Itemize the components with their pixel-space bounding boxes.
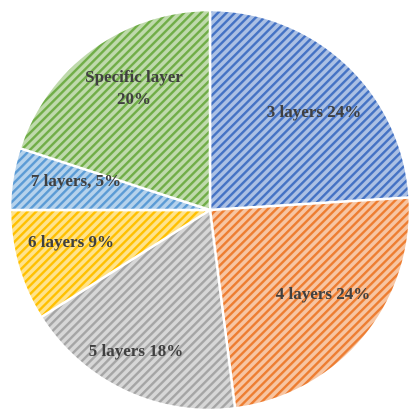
- slice-label-6-layers: 6 layers 9%: [28, 232, 114, 251]
- slice-label-specific-layer: Specific layer 20%: [85, 67, 183, 108]
- pie-slice-4-layers: [208, 196, 412, 410]
- pie-labels: 3 layers 24% 4 layers 24% 5 layers 18% 6 la…: [28, 67, 370, 360]
- slice-label-7-layers: 7 layers, 5%: [31, 171, 121, 190]
- slice-label-3-layers: 3 layers 24%: [267, 102, 361, 121]
- slice-label-5-layers: 5 layers 18%: [89, 341, 183, 360]
- pie-slices: [8, 8, 412, 412]
- slice-label-4-layers: 4 layers 24%: [276, 284, 370, 303]
- pie-slice-specific-layer: [18, 8, 212, 212]
- pie-slice-3-layers: [208, 8, 411, 212]
- pie-slice-6-layers: [8, 208, 215, 319]
- pie-slice-5-layers: [39, 207, 237, 412]
